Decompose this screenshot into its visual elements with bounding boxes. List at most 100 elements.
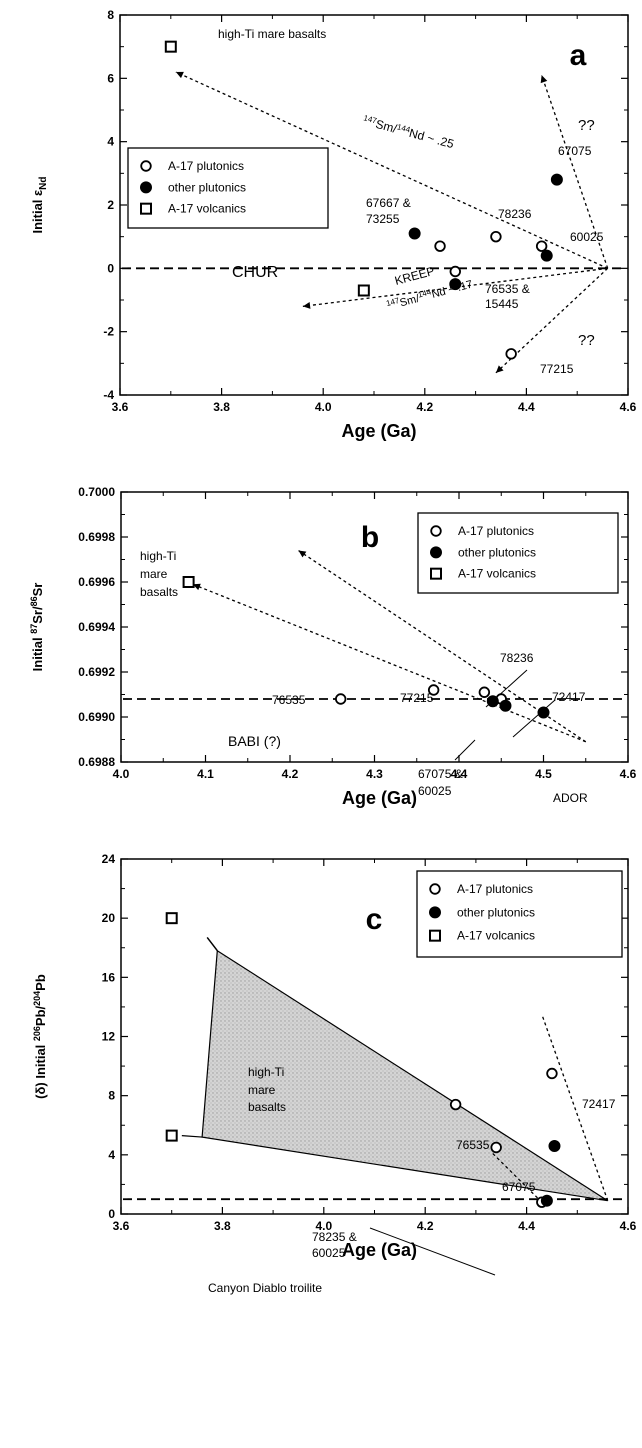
annotation: KREEP: [393, 264, 436, 288]
annotation: 67075: [502, 1180, 536, 1194]
data-point: [486, 695, 499, 708]
annotation: 60025: [570, 230, 604, 244]
annotation: 76535: [456, 1138, 490, 1152]
annotation: 67075 &: [418, 767, 463, 781]
annotation: 147Sm/144Nd ~ .17: [385, 277, 474, 313]
y-tick-label: 6: [107, 71, 114, 85]
y-tick-label: 2: [107, 198, 114, 212]
data-point: [499, 699, 512, 712]
annotation: mare: [248, 1083, 276, 1097]
annotation: 78236: [500, 651, 534, 665]
y-tick-label: 24: [102, 852, 116, 866]
data-point: [540, 249, 553, 262]
legend-marker: [430, 525, 442, 537]
y-tick-label: 12: [102, 1030, 116, 1044]
x-axis-label: Age (Ga): [342, 1240, 417, 1260]
legend-marker: [140, 202, 152, 215]
annotation: 60025: [312, 1246, 346, 1260]
panel-letter: c: [366, 903, 383, 936]
legend-label: A-17 volcanics: [168, 202, 246, 216]
data-point: [408, 227, 421, 240]
x-tick-label: 4.3: [366, 767, 383, 781]
y-tick-label: 0.6996: [78, 575, 115, 589]
data-point: [540, 1194, 553, 1207]
y-tick-label: -2: [103, 325, 114, 339]
x-tick-label: 4.5: [535, 767, 552, 781]
legend-box: [416, 870, 623, 958]
annotation: 76535 &: [485, 282, 530, 296]
legend-label: A-17 plutonics: [168, 159, 244, 173]
data-point: [550, 173, 563, 186]
data-point: [478, 686, 491, 698]
annotation: 77215: [400, 691, 434, 705]
annotation: 78236: [498, 207, 532, 221]
x-tick-label: 4.0: [113, 767, 130, 781]
legend-box: [127, 147, 329, 229]
annotation: ADOR: [553, 791, 588, 805]
legend-label: A-17 volcanics: [458, 567, 536, 581]
chart-panel-b: 4.0 4.1 4.2 4.3 4.4 4.5 4.6 0.6988 0.6990 0.6992 0…: [29, 485, 637, 808]
y-tick-label: 0: [107, 261, 114, 275]
data-point: [535, 240, 548, 252]
legend-marker: [429, 906, 441, 919]
annotation: BABI (?): [228, 733, 281, 749]
data-point: [449, 1098, 462, 1111]
data-point: [505, 348, 517, 360]
annotation: mare: [140, 567, 168, 581]
annotation: 67075: [558, 144, 592, 158]
x-tick-label: 4.4: [518, 400, 535, 414]
data-point: [335, 693, 347, 705]
legend-marker: [140, 160, 152, 172]
y-tick-label: 20: [102, 911, 116, 925]
x-tick-label: 4.2: [417, 1219, 434, 1233]
y-tick-label: 0.6994: [78, 620, 115, 634]
legend-marker: [429, 929, 441, 942]
trend-arrowhead: [540, 75, 548, 84]
data-point: [449, 278, 462, 291]
x-tick-label: 3.6: [113, 1219, 130, 1233]
x-tick-label: 4.0: [315, 400, 332, 414]
chart-panel-a: 3.6 3.8 4.0 4.2 4.4 4.6 -4 -2 0 2 4 6 8 Age (Ga) Initi…: [30, 8, 637, 441]
annotation: CHUR: [232, 264, 278, 281]
annotation: 78235 &: [312, 1230, 357, 1244]
x-tick-label: 4.6: [620, 1219, 637, 1233]
data-point: [165, 1129, 178, 1142]
tie-line: [206, 936, 218, 952]
data-point: [546, 1067, 558, 1080]
x-tick-label: 4.1: [197, 767, 214, 781]
y-tick-label: 0.7000: [78, 485, 115, 499]
x-tick-label: 3.8: [214, 1219, 231, 1233]
legend-marker: [140, 181, 152, 194]
leader-line: [454, 739, 476, 761]
annotation: 77215: [540, 362, 574, 376]
data-point: [182, 576, 195, 588]
chart-panel-c: 3.6 3.8 4.0 4.2 4.4 4.6 0 4 8 12 16 20 24 Age (Ga) (δ)…: [32, 852, 637, 1295]
x-axis-label: Age (Ga): [341, 421, 416, 441]
y-tick-label: 0.6988: [78, 755, 115, 769]
trend-line: [192, 583, 586, 743]
annotation: basalts: [140, 585, 178, 599]
trend-arrowhead: [298, 550, 307, 558]
y-axis-label: (δ) Initial 206Pb/204Pb: [32, 974, 48, 1099]
data-point: [548, 1139, 561, 1152]
data-point: [434, 240, 446, 252]
data-point: [537, 706, 550, 719]
annotation: 147Sm/144Nd ~ .25: [361, 113, 456, 151]
panel-letter: b: [361, 521, 379, 554]
y-tick-label: 0: [108, 1207, 115, 1221]
legend-marker: [430, 546, 442, 559]
legend-marker: [429, 883, 441, 895]
annotation: high-Ti: [248, 1065, 284, 1079]
annotation: 73255: [366, 212, 400, 226]
x-tick-label: 3.6: [112, 400, 129, 414]
y-tick-label: 4: [107, 135, 114, 149]
data-point: [164, 40, 177, 53]
trend-line: [541, 1014, 609, 1201]
legend-label: A-17 plutonics: [457, 882, 533, 896]
legend-label: other plutonics: [168, 180, 246, 194]
annotation: 76535: [272, 693, 306, 707]
annotation: 72417: [552, 690, 586, 704]
x-tick-label: 4.4: [518, 1219, 535, 1233]
trend-line: [541, 74, 609, 269]
x-tick-label: 4.0: [315, 1219, 332, 1233]
